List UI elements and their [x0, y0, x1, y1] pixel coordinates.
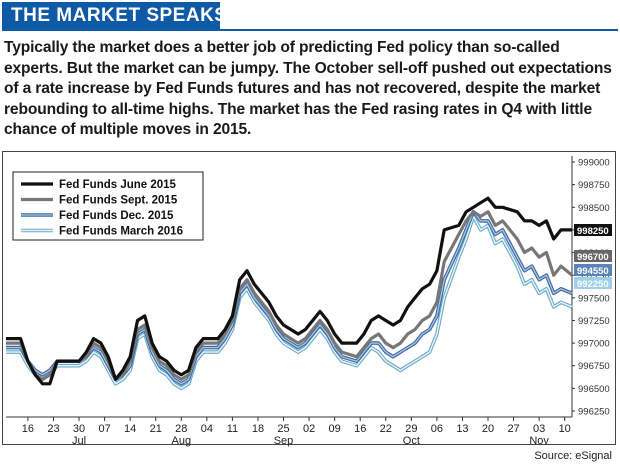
x-tick-label: 29: [405, 423, 417, 435]
x-tick-label: 16: [354, 423, 366, 435]
last-value-badge: [574, 264, 612, 276]
source-note: Source: eSignal: [534, 450, 612, 462]
x-tick-label: 02: [303, 423, 315, 435]
title-banner: THE MARKET SPEAKS: [2, 2, 227, 29]
y-tick-label: 997250: [578, 316, 610, 327]
legend-label: Fed Funds June 2015: [59, 179, 177, 191]
x-tick-label: 10: [559, 423, 571, 435]
month-label: Oct: [403, 435, 420, 447]
x-tick-label: 20: [482, 423, 494, 435]
intro-text: Typically the market does a better job o…: [4, 39, 612, 138]
x-tick-label: 27: [507, 423, 519, 435]
last-value-label: 998250: [577, 226, 609, 237]
last-value-badge: [574, 277, 612, 289]
last-value-badge: [574, 250, 612, 262]
x-tick-label: 14: [124, 423, 136, 435]
last-value-label: 994550: [577, 266, 609, 277]
title-rule: [2, 29, 618, 31]
x-tick-label: 21: [150, 423, 162, 435]
last-value-badge: [574, 224, 612, 236]
x-tick-label: 28: [175, 423, 187, 435]
x-tick-label: 23: [47, 423, 59, 435]
x-tick-label: 06: [431, 423, 443, 435]
legend-label: Fed Funds Dec. 2015: [59, 210, 174, 222]
chart-frame: [2, 151, 616, 445]
x-tick-label: 13: [456, 423, 468, 435]
x-tick-label: 03: [533, 423, 545, 435]
last-value-label: 992250: [577, 279, 609, 290]
y-tick-label: 996500: [578, 384, 610, 395]
series-line-fed-funds-march-2016: [6, 215, 573, 390]
month-label: Aug: [171, 435, 191, 447]
y-tick-label: 997750: [578, 271, 610, 282]
legend-label: Fed Funds Sept. 2015: [59, 195, 178, 207]
x-tick-label: 11: [227, 423, 238, 435]
month-label: Jul: [72, 435, 86, 447]
y-tick-label: 997500: [578, 293, 610, 304]
y-tick-label: 997000: [578, 339, 610, 350]
x-tick-label: 30: [73, 423, 85, 435]
series-line-fed-funds-june-2015: [6, 196, 572, 386]
y-tick-label: 999000: [578, 158, 610, 169]
page-title: THE MARKET SPEAKS: [11, 5, 228, 26]
month-label: Nov: [529, 435, 549, 447]
x-tick-label: 07: [98, 423, 110, 435]
series-line-outline: [6, 214, 573, 391]
month-label: Sep: [274, 435, 294, 447]
y-tick-label: 998500: [578, 203, 610, 214]
x-tick-label: 22: [380, 423, 392, 435]
x-tick-label: 18: [252, 423, 264, 435]
x-tick-label: 09: [329, 423, 341, 435]
x-tick-label: 04: [201, 423, 213, 435]
legend-label: Fed Funds March 2016: [59, 226, 183, 238]
y-tick-label: 996750: [578, 361, 610, 372]
x-tick-label: 16: [22, 423, 34, 435]
x-tick-label: 25: [277, 423, 289, 435]
y-tick-label: 998750: [578, 180, 610, 191]
last-value-label: 996700: [577, 252, 609, 263]
y-tick-label: 996250: [578, 407, 610, 418]
